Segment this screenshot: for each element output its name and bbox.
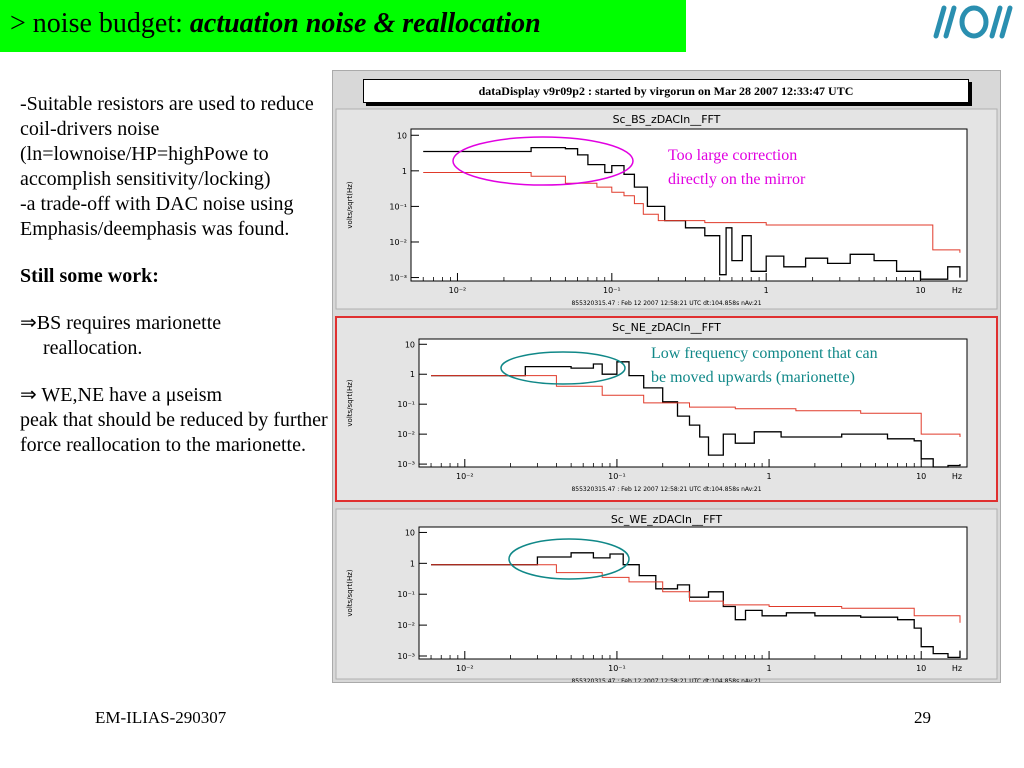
x-tick-label: 1 [767,664,772,673]
x-tick-label: 10⁻² [456,664,474,673]
footer-reference: EM-ILIAS-290307 [95,708,227,727]
slide-title: > noise budget: actuation noise & reallo… [10,8,541,40]
slide-title-banner: > noise budget: actuation noise & reallo… [0,0,686,52]
chart-footer: 855320315.47 : Feb 12 2007 12:58:21 UTC … [571,300,761,307]
note-magenta-line-1: Too large correction [668,147,798,164]
x-tick-label: 10 [916,472,926,481]
we-ne-rest: peak that should be reduced by further f… [20,409,333,456]
x-tick-label: 10⁻¹ [608,472,626,481]
implies-arrow-icon: ⇒ [20,384,37,406]
data-display-canvas: dataDisplay v9r09p2 : started by virgoru… [332,70,1001,683]
still-some-work-heading: Still some work: [20,265,159,287]
mu-symbol: μ [165,384,177,406]
y-tick-label: 10⁻² [397,621,415,630]
x-tick-label: 1 [767,472,772,481]
y-tick-label: 10 [405,528,415,537]
note-low-frequency-component: Low frequency component that can be move… [651,342,878,390]
y-tick-label: 1 [402,167,407,176]
we-ne-item: ⇒ WE,NE have a μseism [20,383,330,408]
annotation-ellipse [452,136,634,186]
slide-title-prefix: > noise budget: [10,8,190,39]
series-black-trace [423,146,961,280]
y-axis-label: volts/sqrt(Hz) [346,379,354,427]
chart-footer: 855320315.47 : Feb 12 2007 12:58:21 UTC … [571,486,761,493]
series-black-trace [431,361,961,468]
y-tick-label: 10⁻¹ [389,202,407,211]
plot-area [418,526,968,660]
x-axis-label: Hz [952,664,962,673]
x-tick-label: 10 [915,286,925,295]
body-paragraph-resistors: -Suitable resistors are used to reduce c… [20,93,319,190]
note-magenta-line-2: directly on the mirror [668,171,806,188]
series-black-trace [431,552,961,659]
series-red-trace [431,375,961,437]
y-tick-label: 10⁻³ [397,652,415,661]
chart-title: Sc_NE_zDACIn__FFT [612,321,721,334]
data-display-header: dataDisplay v9r09p2 : started by virgoru… [363,79,969,103]
x-axis-label: Hz [952,472,962,481]
x-tick-label: 10⁻¹ [608,664,626,673]
y-tick-label: 10⁻³ [389,274,407,283]
body-paragraph-tradeoff: -a trade-off with DAC noise using Emphas… [20,193,299,240]
y-axis-label: volts/sqrt(Hz) [346,181,354,229]
annotation-ellipse [500,351,626,385]
we-line-1a: WE,NE have a [36,384,166,406]
slide-title-bold: actuation noise & reallocation [189,8,541,39]
note-teal-line-2: be moved upwards (marionette) [651,369,855,386]
x-tick-label: 1 [764,286,769,295]
bs-line-1: BS requires marionette [36,312,222,334]
x-tick-label: 10 [916,664,926,673]
y-tick-label: 10 [397,131,407,140]
bs-line-2: reallocation. [43,337,143,359]
x-axis-label: Hz [952,286,962,295]
y-tick-label: 1 [410,559,415,568]
bs-reallocation-item: ⇒BS requires marionette [20,311,330,336]
y-tick-label: 10⁻² [389,238,407,247]
chart-title: Sc_WE_zDACIn__FFT [611,513,723,526]
plot-area [418,338,968,468]
page-number: 29 [914,708,931,727]
fft-charts-svg: Sc_BS_zDACIn__FFT 10 1 10⁻¹ 10⁻² 10⁻³ 10⁻² 10⁻¹… [335,108,998,682]
y-tick-label: 10⁻³ [397,460,415,469]
x-tick-label: 10⁻¹ [603,286,621,295]
x-tick-label: 10⁻² [449,286,467,295]
y-axis-label: volts/sqrt(Hz) [346,569,354,617]
note-too-large-correction: Too large correction directly on the mir… [668,144,805,192]
chart-title: Sc_BS_zDACIn__FFT [613,113,721,126]
x-tick-label: 10⁻² [456,472,474,481]
y-tick-label: 1 [410,370,415,379]
series-red-trace [423,172,961,253]
y-tick-label: 10 [405,340,415,349]
annotation-ellipse [508,538,630,580]
y-tick-label: 10⁻¹ [397,590,415,599]
note-teal-line-1: Low frequency component that can [651,345,878,362]
virgo-logo-icon [933,5,1013,39]
y-tick-label: 10⁻² [397,430,415,439]
implies-arrow-icon: ⇒ [20,312,37,334]
chart-footer: 855320315.47 : Feb 12 2007 12:58:21 UTC … [571,678,761,682]
we-line-1b: seism [176,384,223,406]
series-red-trace [431,564,961,623]
slide-body: -Suitable resistors are used to reduce c… [20,92,330,458]
y-tick-label: 10⁻¹ [397,400,415,409]
